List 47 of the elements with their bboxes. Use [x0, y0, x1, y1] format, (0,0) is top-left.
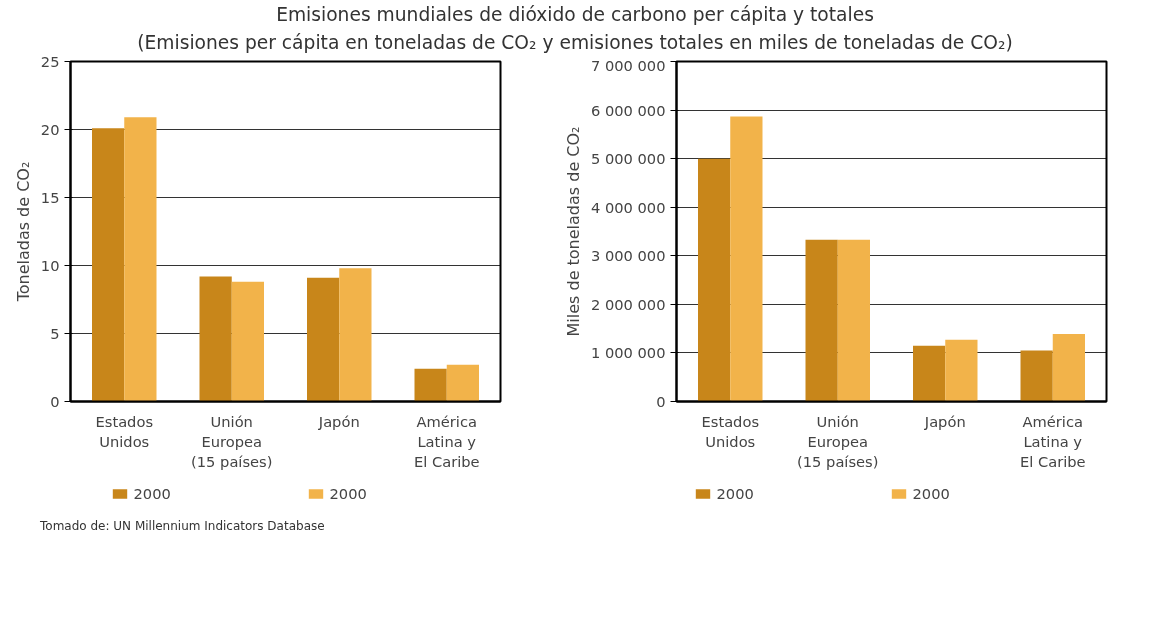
bar	[446, 364, 479, 402]
legend-label: 2000	[912, 484, 951, 502]
bar	[231, 281, 264, 402]
bar	[124, 117, 157, 402]
x-tick-label: Unión Europea (15 países)	[191, 412, 273, 471]
y-tick-label: 15	[40, 188, 60, 206]
y-tick-label: 25	[40, 52, 60, 70]
bar	[730, 116, 763, 402]
bar	[339, 268, 372, 402]
text: (Emisiones per cápita en toneladas de CO₂ y emisiones totales en miles de toneladas de CO₂)	[137, 31, 1013, 55]
bar	[698, 158, 731, 402]
bar	[945, 339, 978, 402]
x-tick-label: Estados Unidos	[95, 412, 154, 450]
y-tick-label: 10	[40, 256, 60, 274]
y-tick-label: 2 000 000	[590, 295, 666, 313]
bar	[1052, 333, 1085, 402]
y-axis-title: Miles de toneladas de CO₂	[563, 126, 583, 337]
y-tick-label: 0	[50, 392, 60, 410]
x-tick-label: América Latina y El Caribe	[413, 412, 480, 471]
text: Tomado de: UN Millennium Indicators Database	[40, 518, 325, 535]
bar	[307, 277, 340, 402]
bar	[805, 239, 838, 402]
y-axis-title: Toneladas de CO₂	[13, 161, 33, 303]
y-tick-label: 5 000 000	[590, 150, 666, 168]
bar	[913, 345, 946, 402]
y-tick-label: 0	[656, 393, 666, 410]
y-tick-label: 3 000 000	[590, 247, 666, 265]
y-tick-label: 7 000 000	[590, 56, 666, 74]
x-tick-label: Japón	[923, 412, 966, 430]
x-tick-label: América Latina y El Caribe	[1019, 412, 1086, 471]
y-tick-label: 1 000 000	[590, 344, 666, 362]
text: Emisiones mundiales de dióxido de carbono per cápita y totales	[276, 3, 874, 27]
bar	[1020, 350, 1053, 402]
bar	[414, 368, 447, 402]
x-tick-label: Unión Europea (15 países)	[797, 412, 879, 471]
y-tick-label: 4 000 000	[590, 198, 666, 216]
y-tick-label: 20	[40, 120, 60, 138]
bar	[92, 128, 125, 402]
y-tick-label: 5	[50, 324, 60, 342]
bar	[837, 239, 870, 402]
bar	[199, 276, 232, 402]
x-tick-label: Japón	[317, 412, 360, 430]
y-tick-label: 6 000 000	[590, 101, 666, 119]
legend-label: 2000	[716, 484, 755, 502]
legend-label: 2000	[133, 484, 172, 502]
legend-label: 2000	[329, 484, 368, 502]
x-tick-label: Estados Unidos	[701, 412, 760, 450]
